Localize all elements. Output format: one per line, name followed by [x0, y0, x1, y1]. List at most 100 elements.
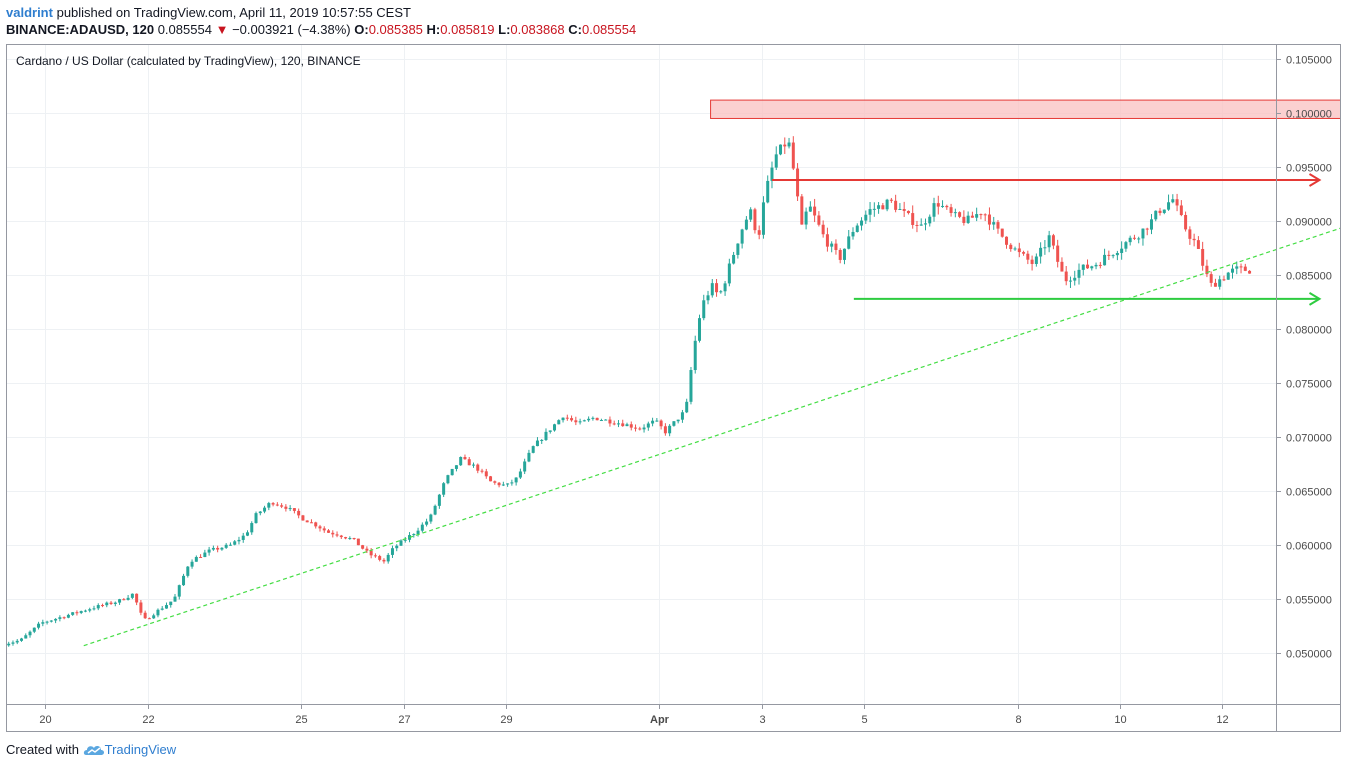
candle-up — [919, 224, 923, 226]
price-chart[interactable]: 0.050000 0.055000 0.060000 0.065000 0.070000… — [2, 45, 1347, 731]
y-tick-label: 0.085000 — [1286, 271, 1332, 283]
open-value: 0.085385 — [368, 22, 423, 37]
candle-up — [233, 541, 237, 545]
candle-up — [710, 283, 714, 296]
candle-up — [975, 214, 979, 218]
candle-down — [344, 537, 348, 539]
candle-up — [1141, 228, 1145, 239]
candle-up — [966, 215, 970, 223]
candle-down — [983, 214, 987, 216]
candle-up — [182, 575, 186, 586]
candle-up — [1115, 253, 1119, 256]
low-label: L: — [498, 22, 511, 37]
candle-down — [297, 510, 301, 516]
candle-up — [1068, 280, 1072, 282]
candle-down — [1175, 199, 1179, 206]
candle-up — [1103, 254, 1107, 266]
candle-down — [1243, 266, 1247, 271]
candle-down — [305, 520, 309, 523]
candle-up — [241, 535, 245, 540]
annotation-layer-back — [710, 99, 1347, 119]
candle-up — [689, 370, 693, 402]
candle-up — [851, 231, 855, 237]
candle-down — [796, 168, 800, 197]
last-price: 0.085554 — [157, 22, 212, 37]
candle-up — [1047, 235, 1051, 248]
candle-up — [224, 544, 228, 548]
candle-down — [813, 206, 817, 216]
candle-up — [66, 614, 70, 618]
candles — [2, 136, 1252, 647]
candle-up — [79, 611, 83, 613]
candle-up — [680, 412, 684, 420]
candle-up — [471, 464, 475, 466]
candle-up — [587, 418, 591, 421]
candle-down — [838, 249, 842, 260]
candle-up — [506, 483, 510, 485]
candle-up — [1073, 277, 1077, 281]
author-link[interactable]: valdrint — [6, 5, 53, 20]
candle-up — [766, 180, 770, 203]
candle-up — [1226, 272, 1230, 280]
candle-down — [1213, 282, 1217, 287]
candle-up — [732, 254, 736, 264]
candle-down — [894, 200, 898, 210]
candle-down — [378, 556, 382, 560]
tradingview-link[interactable]: TradingView — [104, 742, 177, 757]
candle-down — [1064, 271, 1068, 282]
candle-down — [493, 481, 497, 483]
x-tick-label: 25 — [295, 714, 307, 726]
candle-down — [1196, 240, 1200, 249]
trend-line — [83, 225, 1347, 647]
candle-down — [1060, 261, 1064, 272]
candle-down — [322, 528, 326, 531]
candle-up — [1149, 219, 1153, 230]
candle-up — [169, 601, 173, 606]
created-with-text: Created with — [6, 742, 79, 757]
candle-up — [1081, 264, 1085, 270]
candle-up — [412, 534, 416, 536]
candle-down — [570, 418, 574, 421]
candle-up — [697, 318, 701, 341]
candle-up — [433, 505, 437, 515]
candle-up — [173, 596, 177, 602]
price-axis: 0.050000 0.055000 0.060000 0.065000 0.070000… — [1276, 55, 1332, 661]
candle-up — [561, 417, 565, 421]
y-tick-label: 0.075000 — [1286, 379, 1332, 391]
candle-up — [749, 209, 753, 220]
candle-down — [1184, 215, 1188, 230]
candle-down — [1009, 244, 1013, 250]
y-tick-label: 0.055000 — [1286, 595, 1332, 607]
candle-down — [275, 504, 279, 506]
price-change: −0.003921 (−4.38%) — [232, 22, 351, 37]
candle-up — [1039, 247, 1043, 257]
candle-down — [1051, 235, 1055, 246]
candle-down — [1005, 236, 1009, 245]
candle-down — [271, 503, 275, 505]
candle-down — [309, 522, 313, 524]
candle-up — [646, 423, 650, 428]
candle-up — [1094, 264, 1098, 267]
candle-up — [177, 585, 181, 597]
candle-up — [923, 223, 927, 225]
candle-down — [292, 508, 296, 511]
candle-down — [634, 427, 638, 429]
candle-up — [808, 206, 812, 212]
candle-up — [454, 465, 458, 469]
candle-up — [779, 144, 783, 155]
candle-up — [88, 609, 92, 611]
candle-down — [1056, 245, 1060, 262]
candle-up — [45, 621, 49, 623]
candle-down — [987, 214, 991, 225]
candle-up — [847, 236, 851, 249]
candle-up — [203, 552, 207, 558]
candle-up — [156, 609, 160, 616]
candle-up — [160, 608, 164, 610]
candle-down — [1107, 254, 1111, 256]
chart-panel[interactable]: 0.050000 0.055000 0.060000 0.065000 0.070000… — [2, 44, 1347, 732]
candle-up — [54, 618, 58, 621]
x-tick-label: 29 — [500, 714, 512, 726]
candle-up — [744, 219, 748, 230]
candle-up — [288, 508, 292, 510]
x-tick-label: 22 — [142, 714, 154, 726]
